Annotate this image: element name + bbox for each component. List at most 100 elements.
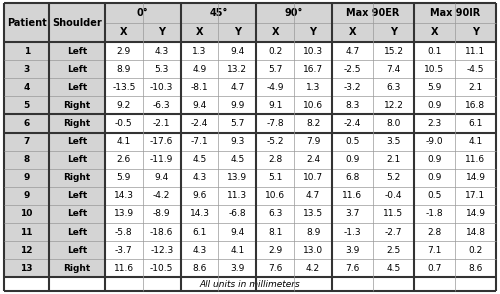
Bar bbox=[414, 151, 455, 169]
Bar bbox=[373, 96, 414, 114]
Text: 8.6: 8.6 bbox=[192, 264, 206, 273]
Bar bbox=[143, 169, 180, 187]
Bar bbox=[256, 78, 294, 96]
Text: 7.1: 7.1 bbox=[428, 245, 442, 255]
Bar bbox=[180, 223, 218, 241]
Text: 9: 9 bbox=[24, 191, 30, 200]
Bar bbox=[332, 205, 373, 223]
Bar bbox=[414, 114, 455, 133]
Bar bbox=[414, 96, 455, 114]
Text: 13: 13 bbox=[20, 264, 33, 273]
Text: 9.6: 9.6 bbox=[192, 191, 206, 200]
Text: -4.5: -4.5 bbox=[467, 65, 484, 74]
Bar bbox=[332, 151, 373, 169]
Text: 8: 8 bbox=[24, 155, 30, 164]
Text: -2.4: -2.4 bbox=[344, 119, 361, 128]
Text: Left: Left bbox=[67, 83, 87, 92]
Bar bbox=[4, 241, 50, 259]
Bar bbox=[373, 114, 414, 133]
Text: 9.9: 9.9 bbox=[230, 101, 244, 110]
Text: 6.1: 6.1 bbox=[468, 119, 482, 128]
Text: 9.1: 9.1 bbox=[268, 101, 282, 110]
Text: 5.1: 5.1 bbox=[268, 173, 282, 182]
Bar bbox=[50, 96, 105, 114]
Bar bbox=[373, 151, 414, 169]
Text: 9.3: 9.3 bbox=[230, 137, 244, 146]
Text: 4.5: 4.5 bbox=[386, 264, 400, 273]
Text: 4.9: 4.9 bbox=[192, 65, 206, 74]
Bar bbox=[105, 223, 143, 241]
Bar bbox=[256, 151, 294, 169]
Bar bbox=[180, 151, 218, 169]
Bar bbox=[294, 223, 332, 241]
Text: 4.1: 4.1 bbox=[230, 245, 244, 255]
Bar bbox=[455, 42, 496, 60]
Bar bbox=[143, 241, 180, 259]
Bar bbox=[256, 259, 294, 277]
Text: 14.3: 14.3 bbox=[114, 191, 134, 200]
Bar bbox=[4, 223, 50, 241]
Bar bbox=[294, 259, 332, 277]
Text: 4.5: 4.5 bbox=[192, 155, 206, 164]
Text: 0.2: 0.2 bbox=[268, 47, 282, 56]
Text: -2.7: -2.7 bbox=[385, 228, 402, 236]
Text: -8.1: -8.1 bbox=[190, 83, 208, 92]
Bar bbox=[218, 23, 256, 42]
Text: X: X bbox=[431, 27, 438, 37]
Bar bbox=[143, 187, 180, 205]
Bar bbox=[4, 114, 50, 133]
Bar bbox=[4, 42, 50, 60]
Text: 2.3: 2.3 bbox=[428, 119, 442, 128]
Text: -2.1: -2.1 bbox=[153, 119, 170, 128]
Text: Left: Left bbox=[67, 47, 87, 56]
Text: -12.3: -12.3 bbox=[150, 245, 174, 255]
Bar bbox=[218, 151, 256, 169]
Text: X: X bbox=[196, 27, 203, 37]
Text: 6.1: 6.1 bbox=[192, 228, 206, 236]
Bar bbox=[256, 133, 294, 151]
Text: 2.8: 2.8 bbox=[428, 228, 442, 236]
Bar bbox=[143, 23, 180, 42]
Bar bbox=[4, 151, 50, 169]
Bar bbox=[143, 151, 180, 169]
Bar bbox=[50, 133, 105, 151]
Bar bbox=[105, 187, 143, 205]
Bar bbox=[256, 60, 294, 78]
Text: 4.7: 4.7 bbox=[306, 191, 320, 200]
Text: 10.5: 10.5 bbox=[424, 65, 444, 74]
Text: 8.9: 8.9 bbox=[116, 65, 131, 74]
Bar bbox=[332, 241, 373, 259]
Bar bbox=[143, 42, 180, 60]
Bar bbox=[218, 96, 256, 114]
Text: 11.6: 11.6 bbox=[342, 191, 362, 200]
Text: -0.4: -0.4 bbox=[385, 191, 402, 200]
Text: 5: 5 bbox=[24, 101, 30, 110]
Text: -10.3: -10.3 bbox=[150, 83, 174, 92]
Text: -9.0: -9.0 bbox=[426, 137, 444, 146]
Text: -2.4: -2.4 bbox=[191, 119, 208, 128]
Bar bbox=[373, 23, 414, 42]
Text: 16.7: 16.7 bbox=[303, 65, 323, 74]
Bar bbox=[373, 241, 414, 259]
Text: 10: 10 bbox=[20, 209, 33, 218]
Text: 14.8: 14.8 bbox=[466, 228, 485, 236]
Bar bbox=[455, 223, 496, 241]
Bar bbox=[4, 205, 50, 223]
Text: 16.8: 16.8 bbox=[466, 101, 485, 110]
Text: 11: 11 bbox=[20, 228, 33, 236]
Bar bbox=[218, 205, 256, 223]
Text: X: X bbox=[272, 27, 279, 37]
Bar bbox=[414, 223, 455, 241]
Bar bbox=[218, 241, 256, 259]
Bar bbox=[373, 223, 414, 241]
Bar bbox=[373, 259, 414, 277]
Bar bbox=[373, 187, 414, 205]
Bar bbox=[143, 114, 180, 133]
Bar bbox=[105, 60, 143, 78]
Text: 9.4: 9.4 bbox=[154, 173, 169, 182]
Text: 10.3: 10.3 bbox=[303, 47, 323, 56]
Bar bbox=[332, 78, 373, 96]
Bar bbox=[50, 169, 105, 187]
Text: 3: 3 bbox=[24, 65, 30, 74]
Text: -1.3: -1.3 bbox=[344, 228, 361, 236]
